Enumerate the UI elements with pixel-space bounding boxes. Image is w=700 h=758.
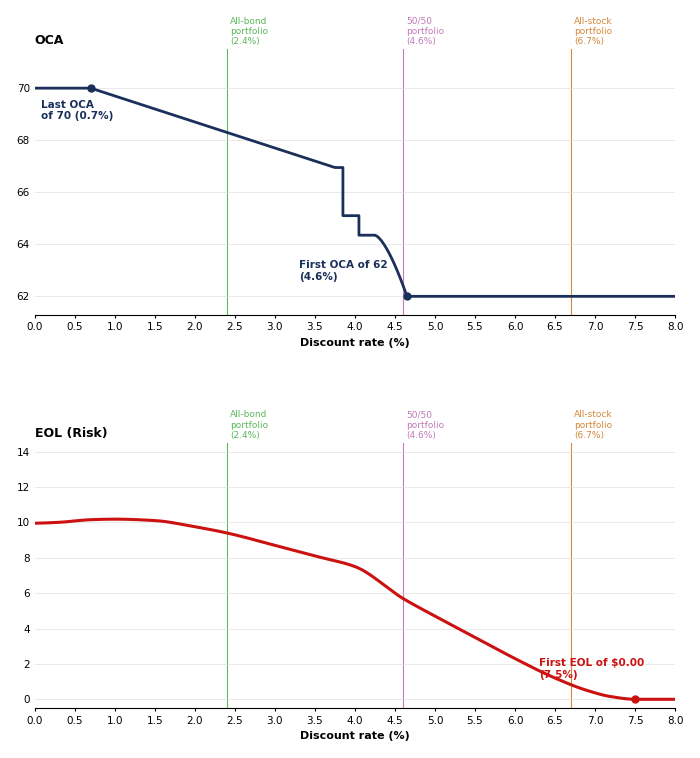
Text: All-bond
portfolio
(2.4%): All-bond portfolio (2.4%) [230, 410, 268, 440]
Text: All-stock
portfolio
(6.7%): All-stock portfolio (6.7%) [574, 410, 613, 440]
Text: OCA: OCA [35, 33, 64, 46]
Text: 50/50
portfolio
(4.6%): 50/50 portfolio (4.6%) [406, 410, 445, 440]
Text: First OCA of 62
(4.6%): First OCA of 62 (4.6%) [299, 261, 388, 282]
Text: 50/50
portfolio
(4.6%): 50/50 portfolio (4.6%) [406, 17, 445, 46]
Text: EOL (Risk): EOL (Risk) [35, 428, 107, 440]
Text: First EOL of $0.00
(7.5%): First EOL of $0.00 (7.5%) [539, 658, 644, 680]
Text: All-bond
portfolio
(2.4%): All-bond portfolio (2.4%) [230, 17, 268, 46]
X-axis label: Discount rate (%): Discount rate (%) [300, 731, 410, 741]
Text: All-stock
portfolio
(6.7%): All-stock portfolio (6.7%) [574, 17, 613, 46]
Text: Last OCA
of 70 (0.7%): Last OCA of 70 (0.7%) [41, 100, 113, 121]
X-axis label: Discount rate (%): Discount rate (%) [300, 338, 410, 348]
